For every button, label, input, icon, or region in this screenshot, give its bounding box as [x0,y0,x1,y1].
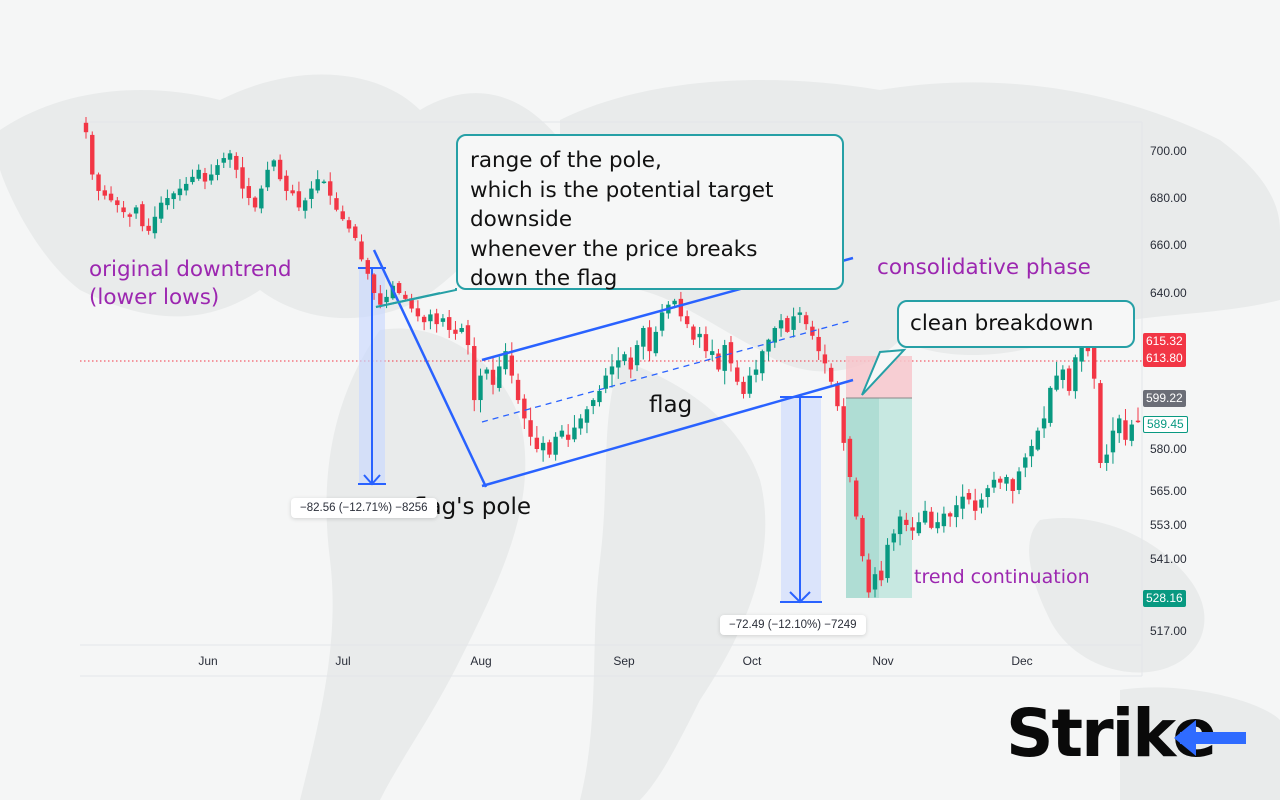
logo-arrow-icon [1180,732,1246,744]
breakdown-callout-text: clean breakdown [910,311,1094,336]
callout-line: downside [470,207,573,232]
callout-line: range of the pole, [470,148,662,173]
callout-line: whenever the price breaks [470,236,758,262]
take-profit-zone-filled [846,398,879,598]
logo-k-letter: k [1132,695,1174,772]
y-tick: 517.00 [1150,624,1187,638]
y-tick: 680.00 [1150,191,1187,205]
flag-lower-line[interactable] [481,378,854,488]
original-downtrend-label: original downtrend (lower lows) [89,256,292,312]
pole-range-callout: range of the pole, which is the potentia… [456,134,844,291]
flag-label: flag [649,392,693,418]
x-tick: Jun [198,654,218,668]
price-tag-high: 615.32 [1143,333,1186,350]
breakdown-callout-pointer [861,348,907,396]
label-line: original downtrend [89,257,292,282]
pole-arrow-head [363,474,381,486]
x-tick: Nov [872,654,894,668]
x-tick: Aug [470,654,492,668]
consolidative-phase-label: consolidative phase [877,255,1091,280]
x-tick: Sep [613,654,635,668]
strike-logo: Strike [1006,694,1246,774]
y-tick: 541.00 [1150,552,1187,566]
logo-text: Stri [1006,695,1134,772]
x-tick: Oct [742,654,762,668]
target-arrow-head [789,591,811,604]
y-tick: 565.00 [1150,484,1187,498]
logo-arrow-head-icon [1174,720,1196,756]
logo-k: k [1132,695,1174,772]
y-tick: 700.00 [1150,144,1187,158]
label-line: (lower lows) [89,285,220,310]
y-tick: 553.00 [1150,518,1187,532]
pole-callout-leader [375,292,441,308]
price-tag-current: 589.45 [1143,416,1188,433]
x-tick: Dec [1011,654,1033,668]
trend-continuation-label: trend continuation [914,566,1090,588]
price-tag-target: 528.16 [1143,590,1186,607]
pole-trendline[interactable] [372,249,488,488]
callout-line: which is the potential target [470,177,774,203]
price-tag-entry: 599.22 [1143,390,1186,407]
y-tick: 580.00 [1150,442,1187,456]
x-tick: Jul [335,654,351,668]
price-tag-last: 613.80 [1143,350,1186,367]
pole-measure-label: −82.56 (−12.71%) −8256 [291,498,437,518]
target-measure-label: −72.49 (−12.10%) −7249 [720,615,866,635]
y-tick: 660.00 [1150,238,1187,252]
callout-line: down the flag [470,266,618,291]
y-tick: 640.00 [1150,286,1187,300]
breakdown-callout: clean breakdown [897,300,1135,348]
candlestick-series [83,117,1141,598]
flag-midline[interactable] [481,319,854,423]
